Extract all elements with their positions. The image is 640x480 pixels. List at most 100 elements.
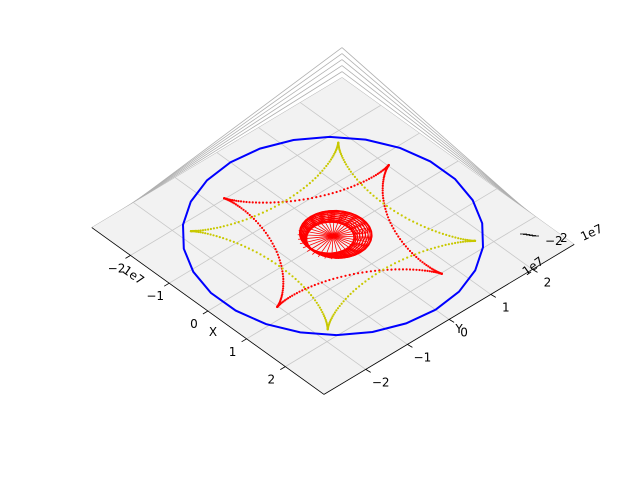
series-point [322, 313, 325, 316]
series-point [447, 243, 450, 246]
series-point [381, 191, 384, 195]
series-point [462, 238, 465, 241]
series-point [316, 174, 319, 177]
series-point [326, 162, 330, 165]
series-point [454, 241, 457, 245]
series-point [372, 194, 375, 197]
series-point [311, 196, 314, 200]
series-point [278, 264, 281, 268]
series-point [218, 236, 221, 239]
series-point [230, 223, 233, 226]
series-point [397, 235, 400, 238]
series-point [421, 269, 424, 272]
z-offset-text: 1e7 [578, 221, 604, 243]
series-point [454, 236, 457, 239]
series-point [323, 194, 326, 197]
series-point [355, 287, 358, 290]
series-point [382, 268, 385, 271]
x-tick [125, 255, 131, 259]
series-point [353, 184, 356, 187]
series-point [338, 304, 341, 308]
series-point [350, 185, 353, 189]
series-point [464, 240, 467, 243]
series-point [356, 178, 359, 181]
series-point [441, 232, 444, 235]
series-point [298, 199, 301, 202]
series-point [402, 258, 405, 261]
series-point [310, 285, 313, 288]
series-point [259, 253, 262, 256]
series-point [252, 217, 255, 220]
series-point [234, 203, 237, 206]
series-point [348, 168, 351, 171]
series-point [392, 227, 395, 230]
series-point [281, 267, 284, 270]
series-point [384, 207, 387, 210]
series-point [300, 283, 303, 286]
series-point [225, 238, 228, 241]
series-point [400, 240, 404, 243]
series-point [237, 220, 240, 224]
series-point [352, 272, 355, 276]
series-point [389, 207, 392, 210]
series-point [380, 170, 383, 173]
series-point [332, 277, 335, 280]
series-point [233, 199, 236, 202]
y-tick-label: 2 [544, 275, 552, 289]
series-point [269, 207, 273, 210]
series-point [249, 216, 252, 219]
series-point [370, 176, 373, 179]
series-point [236, 242, 239, 245]
series-point [293, 293, 296, 296]
series-point [212, 234, 215, 237]
series-point [344, 274, 347, 277]
series-point [406, 256, 409, 259]
series-point [247, 247, 250, 250]
series-point [357, 272, 360, 275]
series-point [270, 260, 273, 263]
series-point [382, 176, 385, 179]
series-point [264, 231, 267, 234]
series-point [209, 233, 212, 236]
series-point [340, 275, 343, 278]
series-point [277, 256, 280, 259]
series-point [291, 294, 294, 297]
series-point [346, 187, 349, 190]
series-point [251, 201, 254, 204]
series-point [389, 221, 392, 224]
y-tick [448, 319, 455, 323]
series-point [285, 199, 288, 202]
series-point [244, 210, 247, 213]
series-point [349, 292, 352, 295]
series-astroid-points [189, 141, 477, 331]
series-point [278, 259, 281, 262]
series-point [241, 219, 244, 222]
series-point [268, 237, 271, 240]
series-point [281, 270, 284, 273]
series-point [201, 231, 204, 234]
series-point [240, 243, 243, 247]
series-point [254, 201, 258, 204]
z-tick-label: −2 [545, 234, 563, 248]
series-point [381, 187, 384, 190]
series-point [233, 222, 236, 225]
series-point [440, 272, 443, 275]
series-point [229, 239, 232, 242]
series-point [255, 251, 258, 254]
series-point [199, 229, 202, 232]
series-point [262, 229, 266, 232]
series-point [418, 268, 421, 272]
series-point [254, 219, 258, 223]
series-point [307, 286, 310, 289]
pane-grid-line [106, 47, 343, 223]
series-point [329, 158, 333, 161]
series-point [461, 240, 465, 243]
series-point [374, 174, 377, 177]
series-point [363, 186, 366, 189]
x-tick-label: −1 [146, 289, 164, 303]
series-point [321, 311, 324, 314]
series-point [351, 173, 354, 176]
series-point [294, 277, 297, 281]
series-point [305, 288, 308, 291]
series-point [457, 237, 460, 240]
